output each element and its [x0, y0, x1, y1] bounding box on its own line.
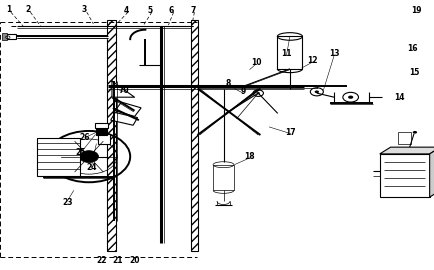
- Text: 18: 18: [244, 152, 255, 161]
- Bar: [380, 154, 430, 197]
- Text: 1: 1: [6, 5, 11, 14]
- Text: 22: 22: [97, 256, 107, 265]
- Text: 2: 2: [26, 5, 31, 14]
- Circle shape: [256, 92, 260, 94]
- Text: 11: 11: [281, 49, 292, 59]
- Bar: [96, 128, 107, 135]
- Text: 4: 4: [123, 6, 128, 15]
- Bar: [398, 132, 411, 144]
- Text: 9: 9: [240, 87, 246, 96]
- Text: 14: 14: [394, 93, 404, 102]
- Text: 8: 8: [225, 79, 230, 88]
- Bar: [111, 113, 138, 125]
- Text: 3: 3: [82, 5, 87, 14]
- Text: 5: 5: [147, 6, 152, 15]
- Bar: [2, 33, 7, 40]
- Text: 12: 12: [307, 56, 318, 65]
- Text: 20: 20: [129, 256, 140, 265]
- Text: 7: 7: [191, 6, 196, 15]
- Bar: [98, 134, 110, 144]
- Text: 19: 19: [411, 6, 422, 15]
- Text: 23: 23: [62, 198, 72, 207]
- Circle shape: [348, 96, 353, 99]
- Circle shape: [413, 131, 417, 134]
- Text: 17: 17: [286, 128, 296, 137]
- Bar: [115, 102, 141, 116]
- Bar: [277, 36, 302, 69]
- Polygon shape: [430, 147, 434, 197]
- Text: 25: 25: [75, 148, 85, 157]
- Text: 21: 21: [112, 256, 122, 265]
- Text: 10: 10: [251, 58, 261, 67]
- Text: 70: 70: [118, 86, 129, 95]
- Text: 6: 6: [169, 6, 174, 15]
- Bar: [37, 138, 80, 176]
- Bar: [95, 123, 108, 128]
- Polygon shape: [380, 147, 434, 154]
- Bar: [4, 34, 16, 39]
- Bar: [191, 20, 198, 251]
- Text: 24: 24: [86, 163, 96, 172]
- Text: 15: 15: [409, 68, 420, 77]
- Circle shape: [315, 90, 319, 93]
- Text: 16: 16: [407, 44, 418, 53]
- Bar: [107, 20, 116, 251]
- Text: 26: 26: [79, 133, 90, 142]
- Bar: [213, 165, 234, 190]
- Text: 13: 13: [329, 49, 339, 59]
- Polygon shape: [112, 81, 135, 97]
- Circle shape: [79, 151, 99, 163]
